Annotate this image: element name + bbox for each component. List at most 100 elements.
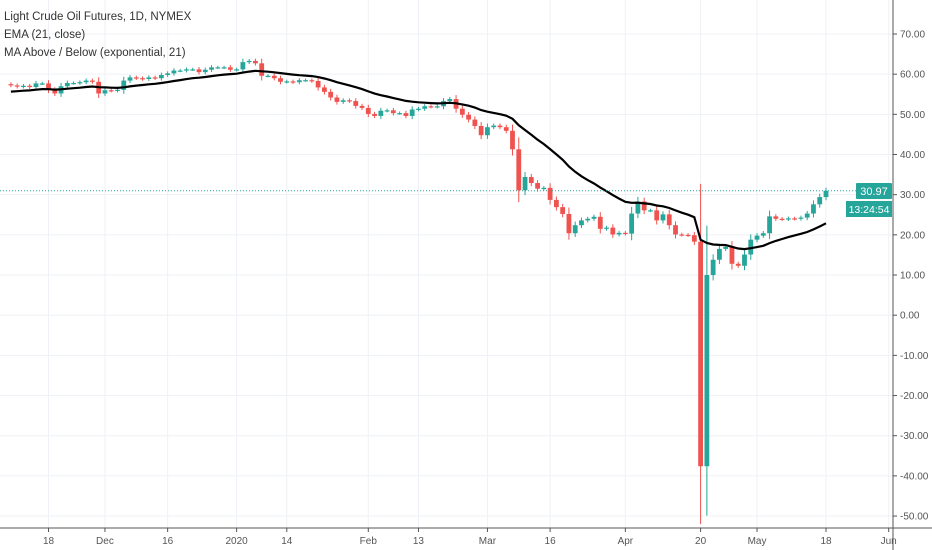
candle-body — [785, 218, 791, 220]
candle — [177, 68, 183, 73]
y-tick-label: 50.00 — [900, 110, 925, 121]
candle — [522, 172, 528, 196]
grid — [0, 0, 893, 528]
candle-body — [422, 106, 428, 109]
candle-body — [773, 216, 779, 219]
candle — [384, 108, 390, 113]
candle — [397, 111, 403, 115]
x-tick-label: 16 — [545, 536, 557, 547]
candle-body — [409, 109, 415, 116]
candle — [127, 74, 133, 84]
candle — [27, 83, 33, 89]
candle — [102, 87, 108, 96]
candle-body — [259, 63, 265, 76]
candle-body — [717, 248, 722, 260]
candle — [265, 74, 271, 78]
candle-body — [234, 69, 240, 71]
candle-body — [209, 67, 214, 70]
y-tick-label: 70.00 — [900, 30, 925, 41]
x-tick-label: 18 — [820, 536, 832, 547]
candle-body — [472, 119, 478, 126]
x-tick-label: 18 — [43, 536, 55, 547]
candle — [817, 193, 823, 208]
x-tick-label: May — [748, 536, 767, 547]
ema-line — [10, 69, 827, 251]
candle-body — [253, 60, 258, 64]
candle-body — [434, 106, 440, 108]
candle-body — [547, 187, 553, 200]
candle-body — [447, 99, 453, 102]
candle-body — [604, 227, 609, 229]
candle-body — [140, 78, 145, 80]
candle — [660, 211, 666, 224]
candle-body — [610, 227, 616, 235]
candle-body — [52, 89, 58, 94]
candle — [622, 231, 628, 236]
candle-body — [372, 113, 377, 116]
candle — [491, 123, 497, 130]
candle-body — [365, 107, 371, 114]
candle — [322, 84, 327, 95]
candle — [685, 233, 691, 237]
candle — [14, 83, 20, 89]
candle-body — [553, 199, 559, 208]
candle — [742, 250, 747, 271]
candle — [365, 104, 371, 118]
candle-body — [378, 110, 384, 116]
candle-body — [303, 80, 308, 82]
candle-body — [77, 82, 83, 84]
candle — [710, 254, 716, 281]
candle — [290, 79, 296, 85]
candle — [773, 214, 779, 221]
candle — [209, 65, 214, 72]
candle-body — [221, 67, 227, 69]
candle — [259, 58, 265, 81]
candle-body — [158, 74, 164, 79]
candle — [403, 110, 409, 119]
candle — [641, 197, 647, 215]
candle — [503, 124, 509, 134]
candle-body — [666, 214, 672, 226]
candle-body — [202, 69, 208, 73]
candle — [510, 124, 515, 156]
candle-body — [685, 234, 691, 237]
candle — [422, 104, 428, 111]
candle-body — [566, 213, 572, 234]
candle-body — [240, 62, 246, 70]
candle-body — [760, 233, 766, 236]
countdown-badge: 13:24:54 — [846, 201, 892, 217]
candle-body — [535, 183, 540, 189]
candle — [553, 196, 559, 211]
candle — [8, 82, 14, 88]
x-tick-label: 16 — [162, 536, 174, 547]
candle-body — [27, 85, 33, 88]
candle — [284, 79, 290, 84]
candle-body — [798, 217, 804, 219]
candle-body — [503, 127, 509, 131]
candle-body — [215, 67, 221, 69]
candle — [497, 123, 503, 130]
candle-body — [579, 220, 584, 226]
candle-body — [416, 108, 421, 110]
candle-body — [478, 125, 484, 136]
candle-body — [390, 110, 396, 114]
candle-body — [641, 201, 647, 211]
candle-body — [334, 97, 340, 102]
candle-body — [767, 216, 772, 234]
candle — [64, 80, 70, 89]
candle — [804, 210, 810, 221]
price-axis[interactable] — [893, 0, 932, 528]
y-tick-label: -40.00 — [900, 471, 929, 482]
x-tick-label: Apr — [618, 536, 634, 547]
candle-body — [779, 218, 785, 220]
candle — [735, 261, 741, 268]
indicator-ema-label[interactable]: EMA (21, close) — [4, 29, 86, 41]
indicator-ma-above-below-label[interactable]: MA Above / Below (exponential, 21) — [4, 47, 186, 59]
candle — [572, 221, 578, 237]
candle-body — [322, 87, 327, 92]
y-tick-label: 30.00 — [900, 190, 925, 201]
symbol-title[interactable]: Light Crude Oil Futures, 1D, NYMEX — [4, 11, 192, 23]
candle-body — [572, 225, 578, 234]
candle-body — [108, 90, 114, 92]
